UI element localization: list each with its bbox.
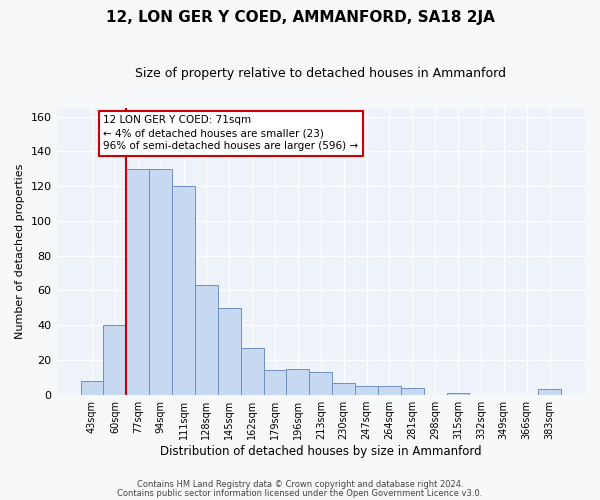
- Bar: [241, 348, 263, 395]
- Bar: [538, 390, 561, 394]
- Bar: [332, 382, 355, 394]
- Bar: [286, 368, 310, 394]
- Bar: [80, 381, 103, 394]
- Text: Contains HM Land Registry data © Crown copyright and database right 2024.: Contains HM Land Registry data © Crown c…: [137, 480, 463, 489]
- Bar: [263, 370, 286, 394]
- X-axis label: Distribution of detached houses by size in Ammanford: Distribution of detached houses by size …: [160, 444, 482, 458]
- Bar: [195, 286, 218, 395]
- Bar: [218, 308, 241, 394]
- Bar: [378, 386, 401, 394]
- Bar: [401, 388, 424, 394]
- Text: 12, LON GER Y COED, AMMANFORD, SA18 2JA: 12, LON GER Y COED, AMMANFORD, SA18 2JA: [106, 10, 494, 25]
- Y-axis label: Number of detached properties: Number of detached properties: [15, 164, 25, 339]
- Bar: [172, 186, 195, 394]
- Bar: [355, 386, 378, 394]
- Bar: [103, 325, 127, 394]
- Bar: [149, 169, 172, 394]
- Text: Contains public sector information licensed under the Open Government Licence v3: Contains public sector information licen…: [118, 488, 482, 498]
- Text: 12 LON GER Y COED: 71sqm
← 4% of detached houses are smaller (23)
96% of semi-de: 12 LON GER Y COED: 71sqm ← 4% of detache…: [103, 115, 359, 152]
- Bar: [127, 169, 149, 394]
- Bar: [310, 372, 332, 394]
- Title: Size of property relative to detached houses in Ammanford: Size of property relative to detached ho…: [135, 68, 506, 80]
- Bar: [446, 393, 469, 394]
